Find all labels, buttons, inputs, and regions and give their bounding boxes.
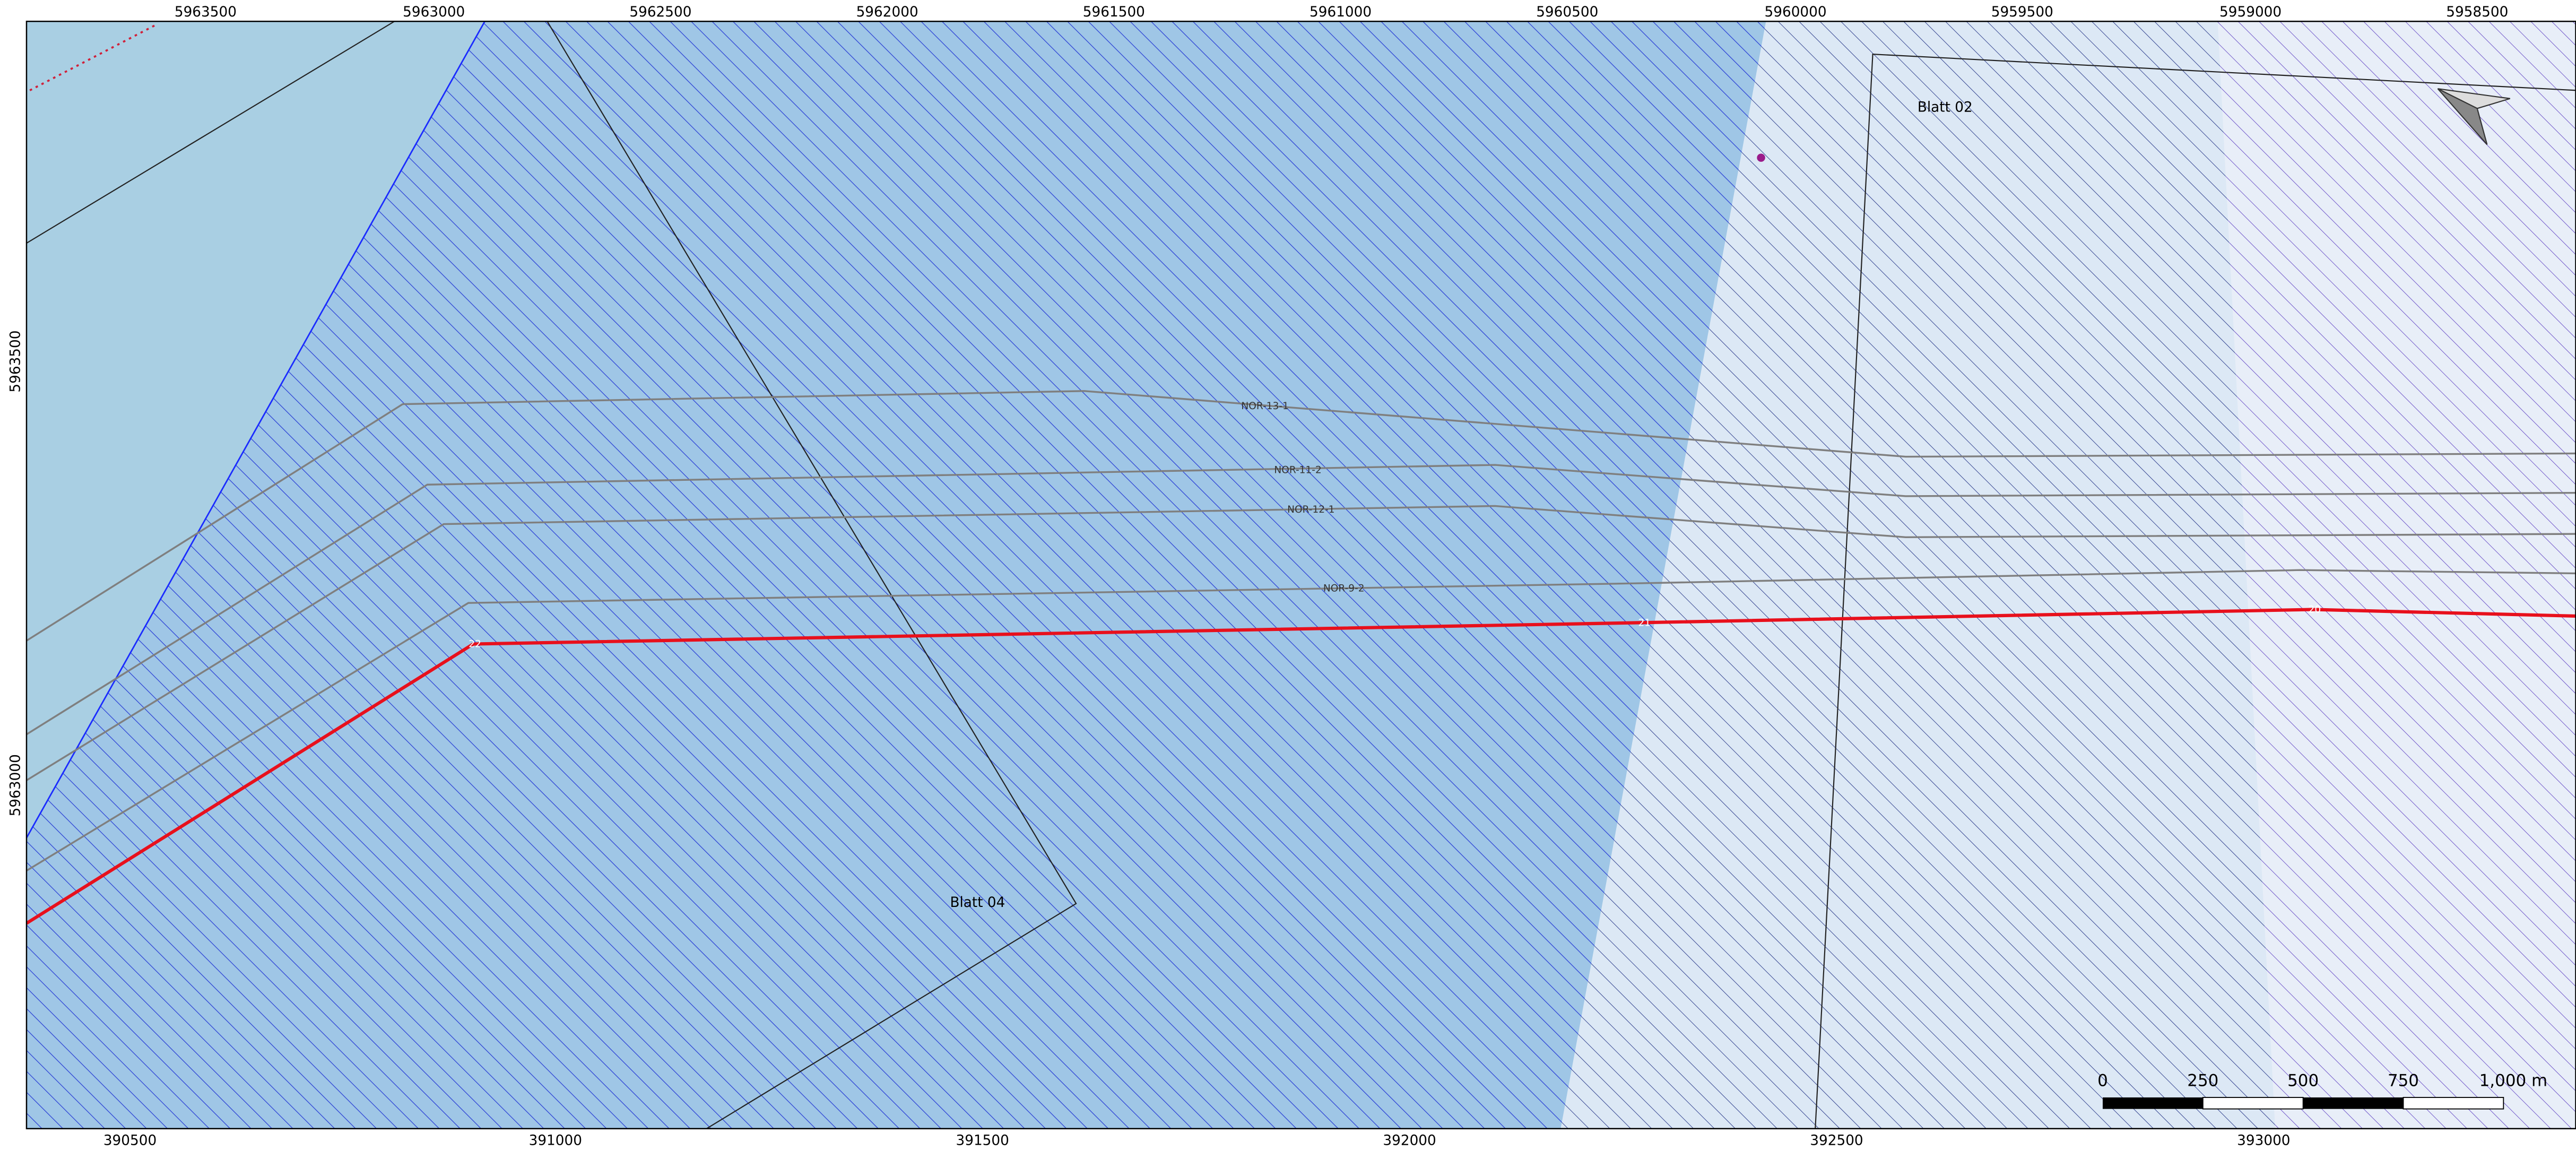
coordinate-label: 392500 bbox=[1810, 1133, 1863, 1149]
coordinate-label: 390500 bbox=[103, 1133, 157, 1149]
boundary bbox=[26, 21, 485, 838]
coordinate-label: 5961500 bbox=[1083, 4, 1145, 20]
scale-label: 750 bbox=[2388, 1071, 2419, 1090]
zone-light-hatch bbox=[1560, 21, 2276, 1129]
cable bbox=[26, 464, 2576, 736]
kp-label: 21 bbox=[1638, 617, 1651, 628]
coordinate-label: 5963500 bbox=[8, 330, 24, 392]
coordinate-label: 5963500 bbox=[175, 4, 237, 20]
scale-bar: 0 250 500 750 1,000 m bbox=[2097, 1071, 2548, 1110]
coordinate-label: 393000 bbox=[2237, 1133, 2290, 1149]
coordinate-label: 392000 bbox=[1383, 1133, 1436, 1149]
coordinate-label: 5962000 bbox=[856, 4, 918, 20]
coordinate-label: 391000 bbox=[529, 1133, 582, 1149]
sheet-label: Blatt 02 bbox=[1918, 100, 1973, 116]
coordinate-label: 5963000 bbox=[8, 754, 24, 816]
scale-label: 500 bbox=[2287, 1071, 2319, 1090]
line bbox=[26, 21, 395, 244]
coordinate-label: 5960000 bbox=[1765, 4, 1827, 20]
sheet-outline bbox=[547, 21, 1077, 1129]
coordinate-label: 5962500 bbox=[629, 4, 691, 20]
cable bbox=[26, 390, 2576, 642]
dotted-line bbox=[29, 23, 157, 91]
north-arrow bbox=[2437, 88, 2511, 145]
coordinate-label: 5963000 bbox=[403, 4, 465, 20]
cable-label: NOR-11-2 bbox=[1274, 465, 1321, 476]
cable bbox=[26, 505, 2576, 781]
coordinate-label: 5959500 bbox=[1991, 4, 2053, 20]
zone-outer-hatch bbox=[2217, 21, 2576, 1129]
cables bbox=[26, 390, 2576, 872]
coordinate-label: 5960500 bbox=[1536, 4, 1598, 20]
cable-label: NOR-9-2 bbox=[1323, 583, 1365, 594]
coordinate-label: 391500 bbox=[956, 1133, 1009, 1149]
scale-label: 1,000 m bbox=[2479, 1071, 2548, 1090]
marker bbox=[1757, 153, 1765, 162]
kp-label: 20 bbox=[2309, 604, 2321, 616]
sheet-label: Blatt 04 bbox=[950, 895, 1005, 911]
scale-label: 0 bbox=[2097, 1071, 2108, 1090]
sheet-outline bbox=[1815, 54, 2576, 1129]
coordinate-label: 5961000 bbox=[1309, 4, 1372, 20]
route bbox=[26, 608, 2576, 925]
coordinate-label: 5958500 bbox=[2446, 4, 2508, 20]
cable-label: NOR-12-1 bbox=[1287, 504, 1334, 515]
kp-label: 22 bbox=[469, 639, 481, 650]
coordinate-labels: 5963500 5963000 5962500 5962000 5961500 59610… bbox=[8, 4, 2509, 1149]
cable bbox=[26, 569, 2576, 872]
zone-hatch bbox=[26, 21, 1766, 1129]
scale-label: 250 bbox=[2187, 1071, 2218, 1090]
coordinate-label: 5959000 bbox=[2219, 4, 2282, 20]
cable-label: NOR-13-1 bbox=[1241, 401, 1288, 412]
map-area: NOR-13-1 NOR-11-2 NOR-12-1 NOR-9-2 22 21… bbox=[26, 21, 2576, 1129]
